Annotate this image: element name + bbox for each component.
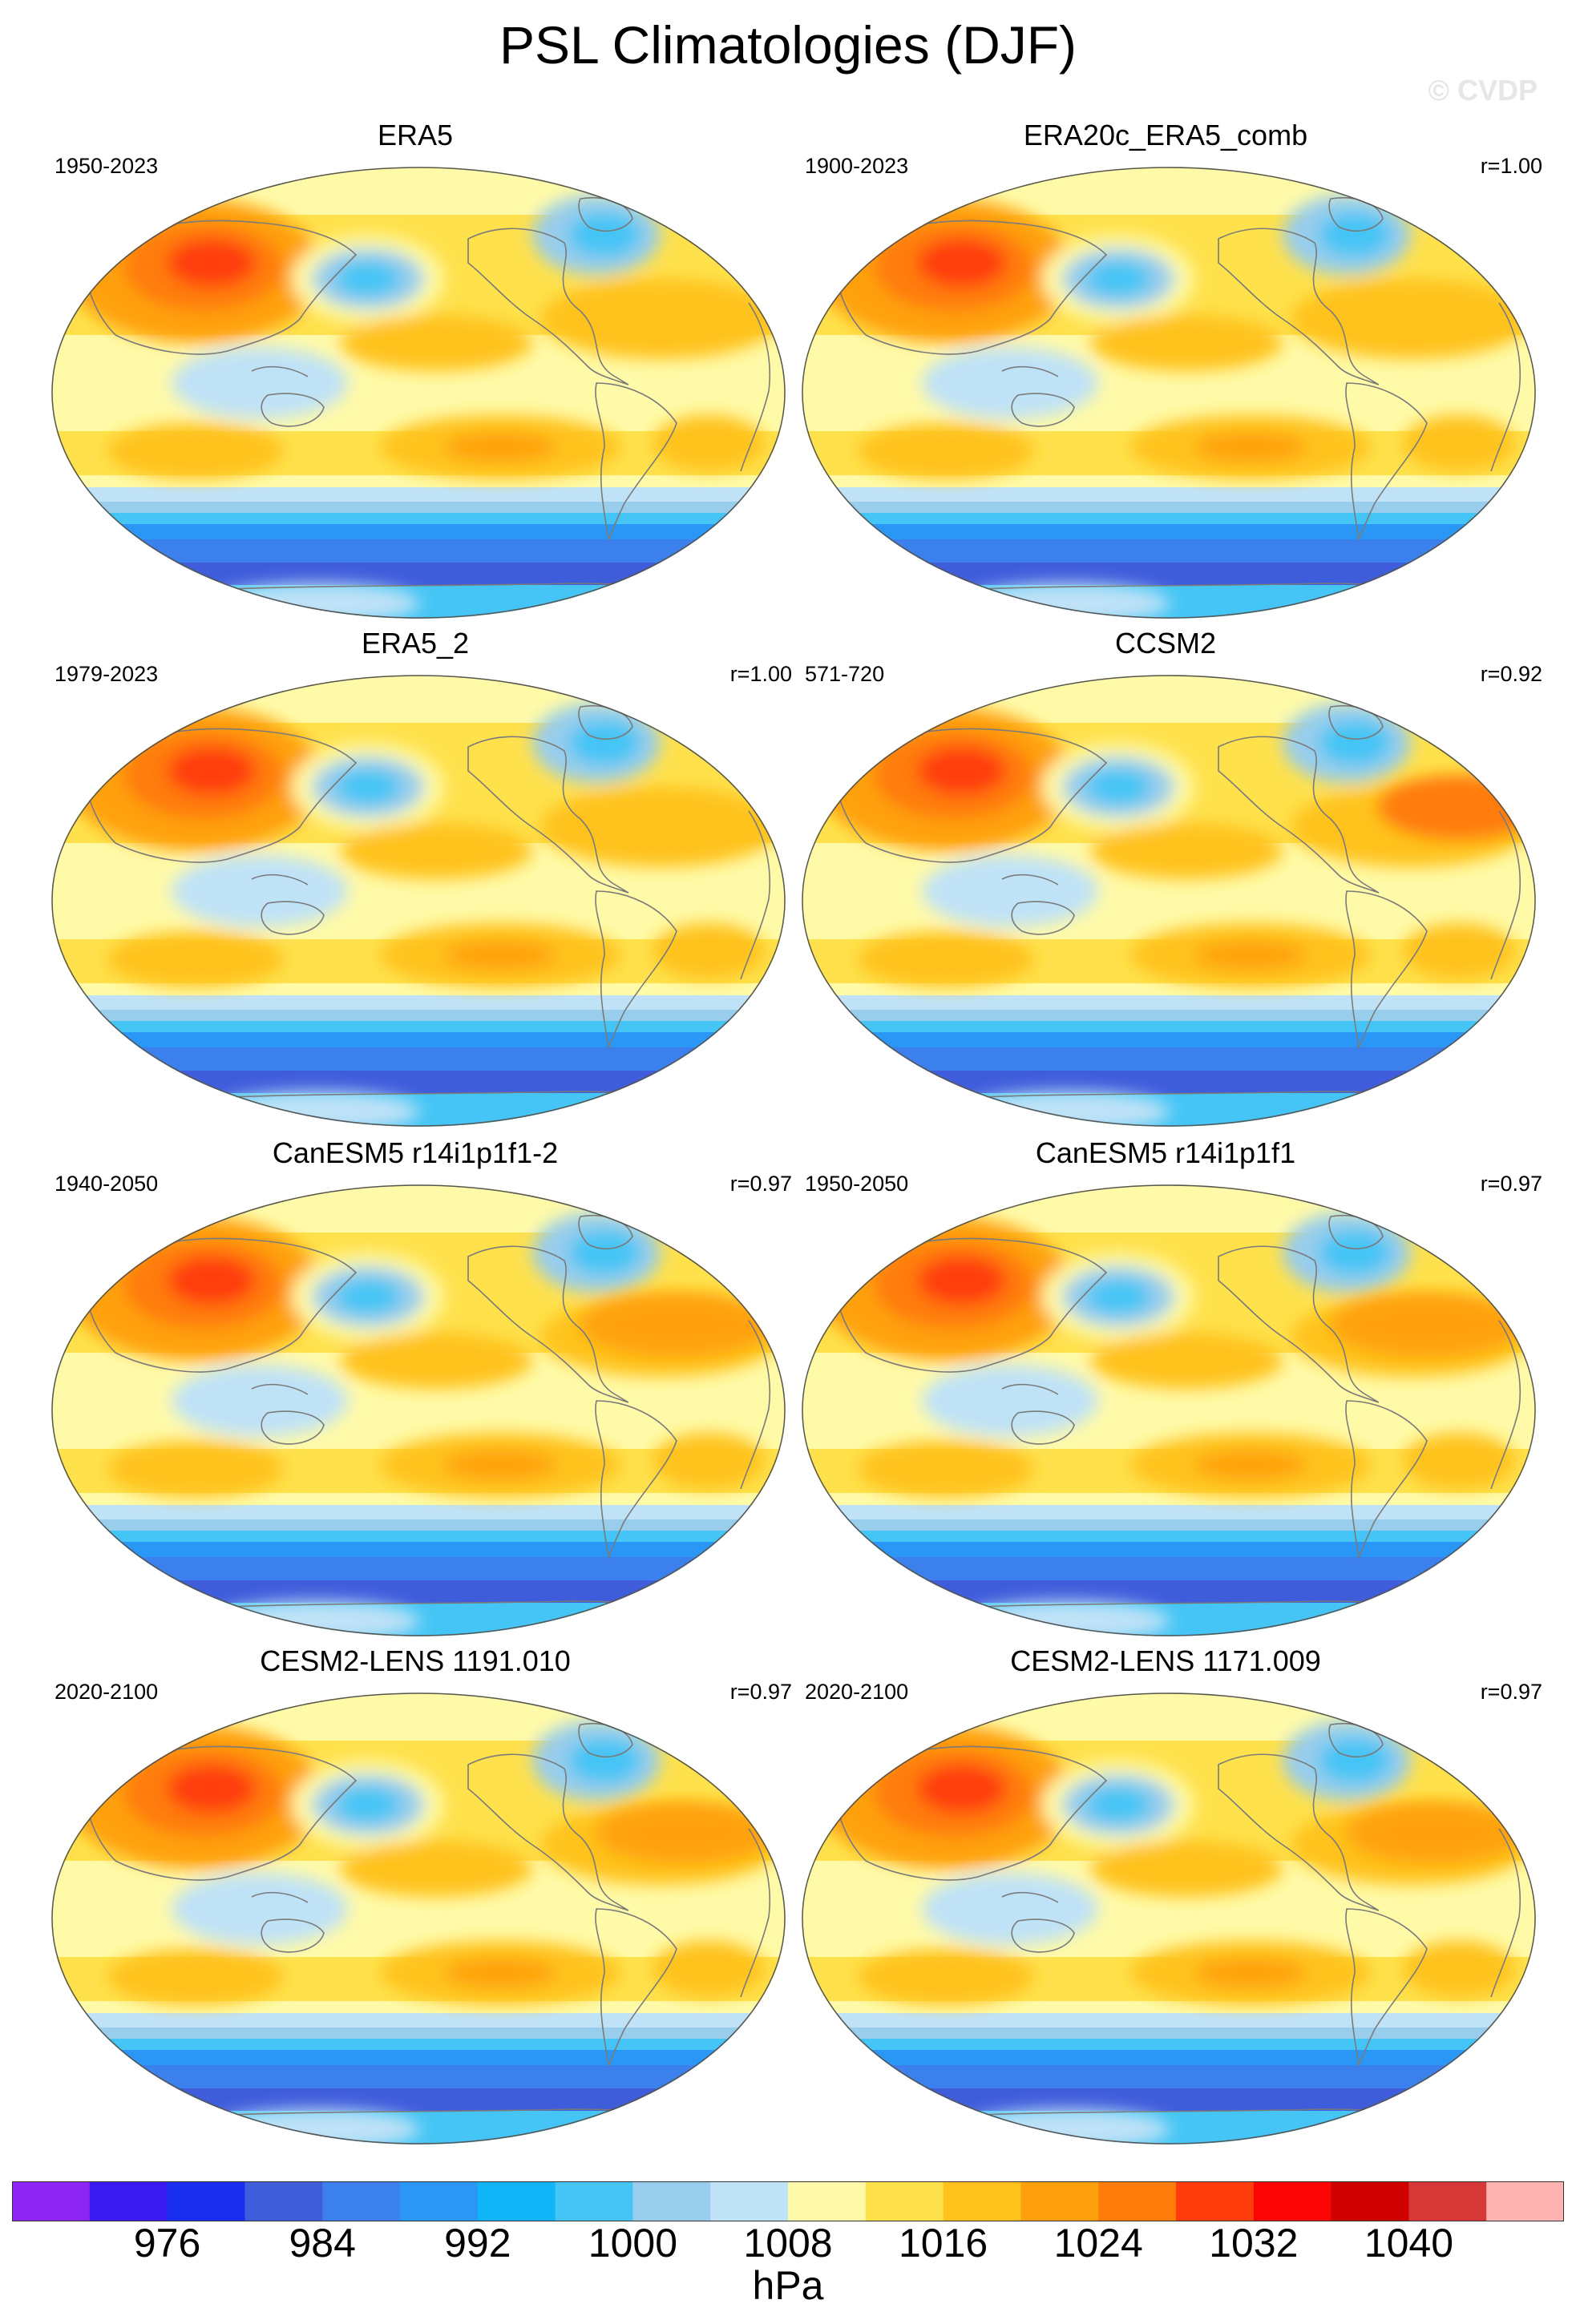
psl-map — [51, 675, 786, 1127]
colorbar-tick-label: 1040 — [1364, 2221, 1454, 2265]
psl-map — [802, 1693, 1536, 2144]
colorbar-tick-label: 1000 — [588, 2221, 678, 2265]
colorbar-tick-label: 1024 — [1053, 2221, 1143, 2265]
colorbar-swatch — [244, 2181, 323, 2221]
psl-map — [51, 1693, 786, 2144]
panel-title: ERA5_2 — [361, 627, 470, 660]
panel-correlation: r=0.97 — [1480, 1680, 1542, 1704]
panel-correlation: r=0.97 — [729, 1680, 792, 1704]
panel-correlation: r=1.00 — [1480, 154, 1542, 178]
panel-period: 2020-2100 — [805, 1680, 909, 1704]
colorbar-swatch — [89, 2181, 168, 2221]
colorbar-tick-label: 1016 — [898, 2221, 988, 2265]
panel-period: 1979-2023 — [55, 662, 159, 686]
colorbar-unit: hPa — [752, 2263, 824, 2308]
panel-period: 1940-2050 — [55, 1172, 159, 1196]
colorbar-tick-label: 1032 — [1209, 2221, 1299, 2265]
psl-map — [802, 1184, 1536, 1636]
colorbar-swatch — [788, 2181, 867, 2221]
panel-title: CESM2-LENS 1171.009 — [1010, 1644, 1321, 1677]
colorbar-swatch — [1176, 2181, 1255, 2221]
colorbar-swatch — [710, 2181, 789, 2221]
psl-map — [802, 167, 1536, 619]
panel-correlation: r=0.97 — [1480, 1172, 1542, 1196]
panel-period: 1950-2023 — [55, 154, 159, 178]
panel-period: 2020-2100 — [55, 1680, 159, 1704]
panel-title: ERA20c_ERA5_comb — [1023, 119, 1308, 151]
colorbar-swatch — [167, 2181, 245, 2221]
colorbar-swatch — [1486, 2181, 1564, 2221]
watermark: © CVDP — [1428, 74, 1538, 107]
map-panel-canesm5-r14i1p1f1-2: CanESM5 r14i1p1f1-2 1940-2050 r=0.97 — [38, 1136, 792, 1641]
panel-title: CESM2-LENS 1191.010 — [260, 1644, 571, 1677]
map-panel-canesm5-r14i1p1f1: CanESM5 r14i1p1f1 1950-2050 r=0.97 — [789, 1136, 1542, 1641]
colorbar-swatch — [1408, 2181, 1487, 2221]
colorbar-tick-label: 1008 — [743, 2221, 833, 2265]
map-panel-era5-2: ERA5_2 1979-2023 r=1.00 — [38, 627, 792, 1132]
colorbar — [12, 2181, 1564, 2221]
colorbar-swatch — [1098, 2181, 1177, 2221]
colorbar-swatch — [555, 2181, 633, 2221]
panel-title: CanESM5 r14i1p1f1 — [1035, 1136, 1296, 1169]
colorbar-swatch — [322, 2181, 401, 2221]
colorbar-swatch — [12, 2181, 91, 2221]
colorbar-swatch — [477, 2181, 556, 2221]
colorbar-swatch — [1331, 2181, 1409, 2221]
map-panel-era20c-era5-comb: ERA20c_ERA5_comb 1900-2023 r=1.00 — [789, 119, 1542, 623]
colorbar-tick-label: 984 — [289, 2221, 356, 2265]
psl-map — [51, 167, 786, 619]
panel-title: CCSM2 — [1114, 627, 1217, 660]
colorbar-swatch — [1253, 2181, 1332, 2221]
map-panel-cesm2-lens-1191-010: CESM2-LENS 1191.010 2020-2100 r=0.97 — [38, 1644, 792, 2149]
panel-correlation: r=0.97 — [729, 1172, 792, 1196]
panel-period: 1950-2050 — [805, 1172, 909, 1196]
colorbar-swatch — [943, 2181, 1021, 2221]
map-panel-era5: ERA5 1950-2023 — [38, 119, 792, 623]
psl-map — [51, 1184, 786, 1636]
colorbar-swatch — [865, 2181, 944, 2221]
colorbar-swatch — [632, 2181, 711, 2221]
map-panel-ccsm2: CCSM2 571-720 r=0.92 — [789, 627, 1542, 1132]
map-panel-cesm2-lens-1171-009: CESM2-LENS 1171.009 2020-2100 r=0.97 — [789, 1644, 1542, 2149]
colorbar-tick-label: 976 — [133, 2221, 201, 2265]
figure-title: PSL Climatologies (DJF) — [499, 15, 1077, 75]
psl-map — [802, 675, 1536, 1127]
panel-period: 1900-2023 — [805, 154, 909, 178]
colorbar-swatch — [400, 2181, 479, 2221]
colorbar-swatch — [1020, 2181, 1099, 2221]
panel-correlation: r=1.00 — [729, 662, 792, 686]
panel-period: 571-720 — [805, 662, 885, 686]
panel-correlation: r=0.92 — [1480, 662, 1542, 686]
panel-title: ERA5 — [377, 119, 454, 151]
colorbar-tick-label: 992 — [444, 2221, 511, 2265]
panel-title: CanESM5 r14i1p1f1-2 — [272, 1136, 559, 1169]
